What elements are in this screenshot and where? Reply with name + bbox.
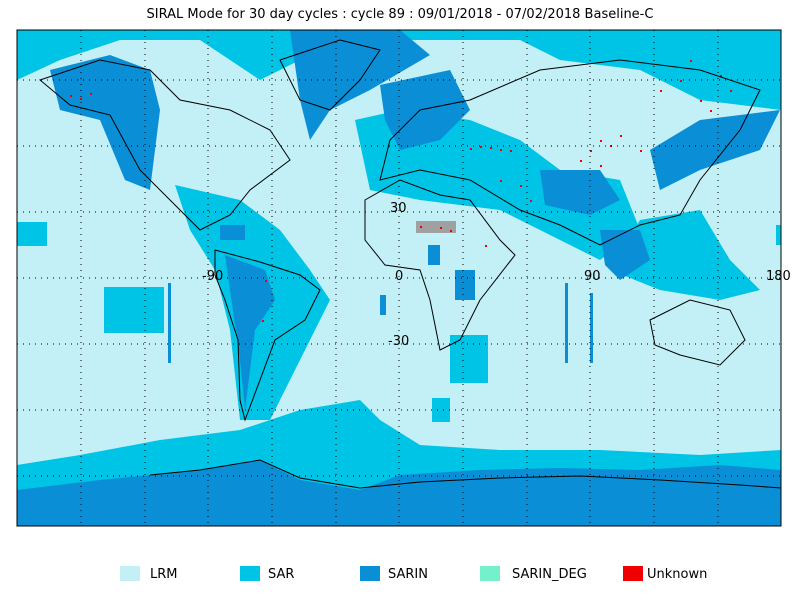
legend-swatch: [240, 566, 260, 581]
unknown-dot: [440, 227, 442, 229]
unknown-dot: [600, 140, 602, 142]
lat-label: -30: [388, 334, 409, 349]
unknown-dot: [480, 146, 482, 148]
lon-label: 0: [395, 269, 403, 284]
lat-label: 30: [390, 201, 407, 216]
unknown-dot: [660, 90, 662, 92]
unknown-dot: [680, 80, 682, 82]
unknown-dot: [620, 135, 622, 137]
unknown-dot: [80, 98, 82, 100]
legend-swatch: [623, 566, 643, 581]
unknown-dot: [600, 165, 602, 167]
unknown-dot: [450, 230, 452, 232]
unknown-dot: [70, 95, 72, 97]
legend-label: LRM: [150, 567, 178, 582]
unknown-dot: [490, 147, 492, 149]
unknown-dot: [700, 100, 702, 102]
legend-swatch: [480, 566, 500, 581]
unknown-dot: [500, 180, 502, 182]
unknown-dot: [720, 75, 722, 77]
unknown-dot: [265, 280, 267, 282]
map-frame: [16, 29, 782, 527]
unknown-dot: [90, 93, 92, 95]
legend-swatch: [360, 566, 380, 581]
unknown-dot: [590, 150, 592, 152]
lon-label: -90: [202, 269, 223, 284]
unknown-dot: [470, 148, 472, 150]
legend-label: SARIN: [388, 567, 428, 582]
legend-label: SAR: [268, 567, 294, 582]
unknown-dot: [485, 245, 487, 247]
lon-label: 90: [584, 269, 601, 284]
unknown-dot: [420, 226, 422, 228]
legend: LRM SAR SARIN SARIN_DEG Unknown: [120, 566, 707, 582]
unknown-dot: [690, 60, 692, 62]
unknown-dot: [580, 160, 582, 162]
unknown-dot: [520, 185, 522, 187]
unknown-area: [416, 221, 456, 233]
lon-label: 180: [766, 269, 791, 284]
unknown-dot: [710, 110, 712, 112]
unknown-dot: [262, 320, 264, 322]
unknown-dot: [530, 200, 532, 202]
unknown-dot: [510, 150, 512, 152]
legend-swatch: [120, 566, 140, 581]
unknown-dots: [70, 60, 732, 322]
unknown-dot: [730, 90, 732, 92]
graticule: [17, 30, 781, 526]
unknown-dot: [640, 150, 642, 152]
legend-label: SARIN_DEG: [512, 567, 587, 582]
unknown-dot: [500, 149, 502, 151]
map: 30 -30 -90 0 90 180: [16, 29, 791, 527]
legend-label: Unknown: [647, 567, 707, 582]
map-title: SIRAL Mode for 30 day cycles : cycle 89 …: [147, 7, 654, 22]
coastlines: [38, 39, 782, 489]
